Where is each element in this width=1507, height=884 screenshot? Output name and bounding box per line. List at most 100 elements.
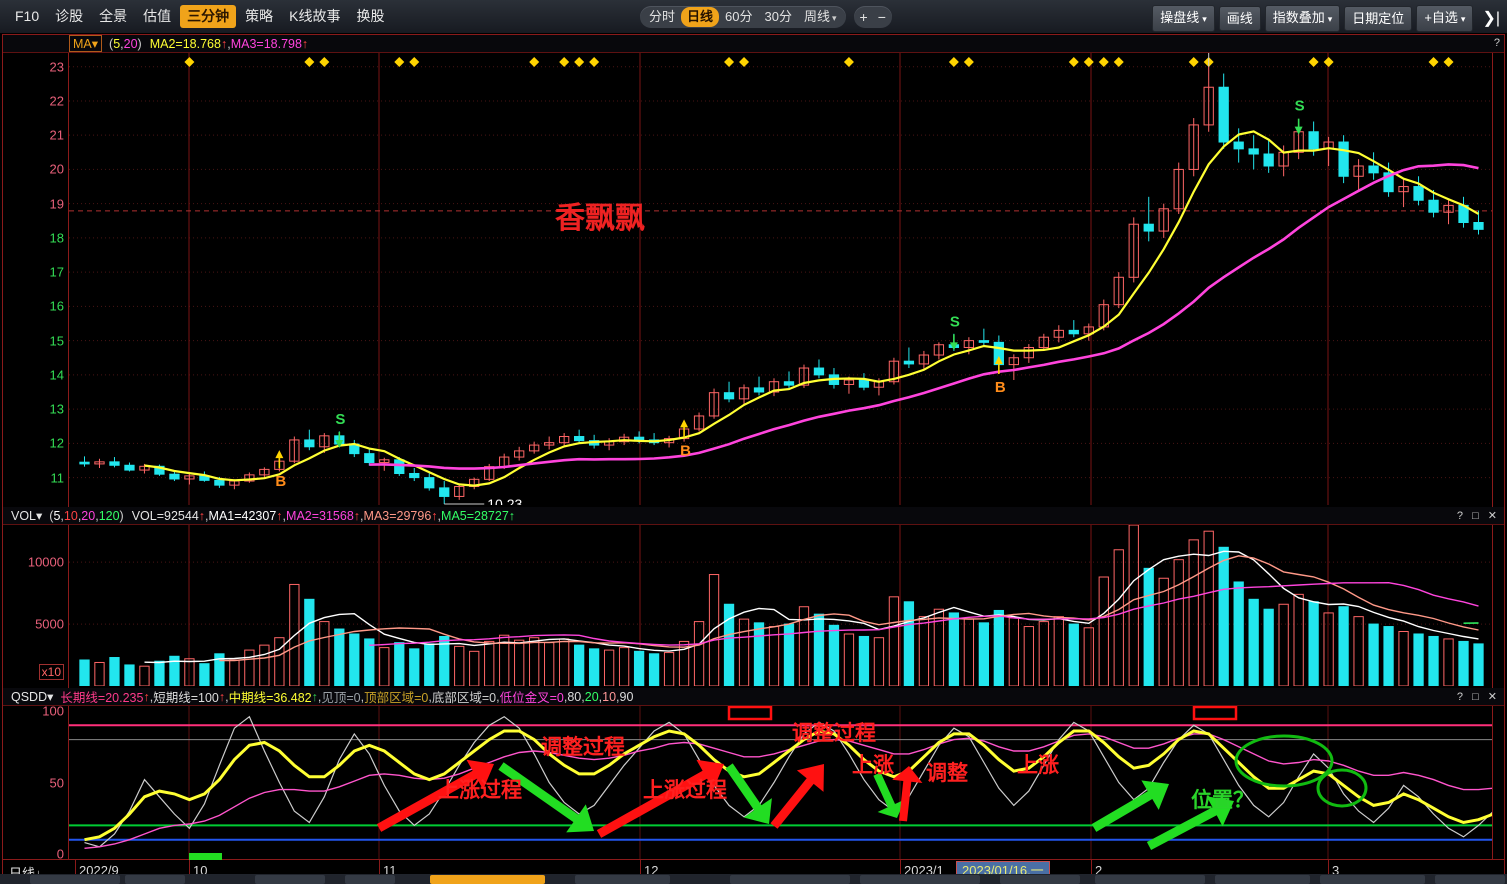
toolbar-item-2[interactable]: 全景 — [99, 8, 128, 24]
toolbar-right-item-3[interactable]: 日期定位 — [1344, 6, 1413, 31]
volume-y-axis: 10000 5000 x10 — [3, 525, 69, 688]
toolbar-right-label: 指数叠加 — [1272, 10, 1325, 25]
zoom-in-button[interactable]: + — [859, 9, 868, 25]
qsdd-indicator-label: QSDD — [11, 690, 48, 704]
toolbar-item-1[interactable]: 诊股 — [55, 8, 84, 24]
taskbar-item-12[interactable] — [1435, 875, 1505, 884]
vol-param-120: 120 — [98, 508, 120, 523]
period-pill-2[interactable]: 60分 — [719, 7, 758, 27]
taskbar-item-11[interactable] — [1320, 875, 1425, 884]
volume-panel: VOL▾ (5,10,20,120) VOL=92544 ↑, MA1=42307 ↑… — [3, 507, 1504, 688]
chevron-down-icon: ▾ — [36, 509, 43, 523]
period-pill-label: 60分 — [725, 9, 753, 24]
taskbar-item-10[interactable] — [1215, 875, 1310, 884]
qsdd-long-value: 长期线=20.235 — [60, 691, 144, 705]
toolbar-right-item-1[interactable]: 画线 — [1218, 6, 1261, 31]
svg-text:S: S — [1295, 98, 1305, 115]
period-pill-label: 日线 — [687, 9, 714, 24]
qsdd-short-value: 短期线=100 — [153, 691, 219, 705]
toolbar-item-6[interactable]: K线故事 — [289, 8, 341, 24]
vol-ma3-value: MA3=29796 — [363, 508, 432, 523]
date-gridline — [640, 860, 641, 882]
ma-param-20: 20 — [123, 36, 138, 51]
date-tick-5: 2 — [1095, 863, 1103, 878]
date-tick-6: 3 — [1332, 863, 1340, 878]
price-y-axis: 23 22 21 20 19 18 17 16 15 14 13 12 11 — [3, 53, 69, 507]
volume-y-axis-right — [1492, 525, 1504, 688]
qsdd-annotation-3: 调整过程 — [792, 722, 876, 745]
toolbar-right-item-0[interactable]: 操盘线 ▾ — [1152, 5, 1215, 32]
qsdd-y-axis: 100 50 0 — [3, 704, 69, 862]
vol-param-20: 20 — [81, 508, 96, 523]
qsdd-annotation-1: 调整过程 — [541, 736, 625, 759]
vol-param-10: 10 — [63, 508, 78, 523]
taskbar-item-0[interactable] — [30, 875, 120, 884]
toolbar-right-item-2[interactable]: 指数叠加 ▾ — [1264, 5, 1341, 32]
taskbar-item-7[interactable] — [860, 875, 980, 884]
vol-ma5-arrow-icon: ↑ — [508, 508, 516, 523]
vol-ma1-arrow-icon: ↑ — [276, 508, 283, 523]
toolbar-item-5[interactable]: 策略 — [245, 8, 274, 24]
toolbar-item-4[interactable]: 三分钟 — [180, 5, 237, 28]
qsdd-long-arrow-icon: ↑ — [143, 689, 150, 704]
os-taskbar[interactable] — [0, 874, 1507, 884]
volume-plot-area[interactable] — [69, 525, 1492, 688]
price-y-tick-17: 17 — [49, 264, 64, 280]
period-pill-label: 30分 — [764, 9, 792, 24]
stock-name-watermark: 香飘飘 — [555, 202, 645, 235]
toolbar-right-item-4[interactable]: +自选 ▾ — [1416, 5, 1474, 32]
volume-multiplier-label: x10 — [38, 664, 64, 680]
vol-indicator-selector[interactable]: VOL▾ — [11, 508, 42, 523]
qsdd-toparea-value: 顶部区域=0 — [364, 691, 429, 705]
taskbar-item-6[interactable] — [730, 875, 850, 884]
qsdd-indicator-selector[interactable]: QSDD▾ — [11, 689, 53, 704]
price-y-tick-12: 12 — [49, 435, 64, 451]
qsdd-annotation-5: 调整 — [926, 762, 968, 785]
toolbar-item-3[interactable]: 估值 — [143, 8, 172, 24]
taskbar-item-3[interactable] — [345, 875, 395, 884]
taskbar-item-5[interactable] — [575, 875, 670, 884]
taskbar-item-2[interactable] — [255, 875, 325, 884]
price-y-tick-22: 22 — [49, 93, 64, 109]
qsdd-bottomarea-value: 底部区域=0 — [431, 691, 497, 705]
toolbar-item-7[interactable]: 换股 — [356, 8, 385, 24]
taskbar-item-9[interactable] — [1095, 875, 1205, 884]
vol-indicator-label: VOL — [11, 509, 37, 523]
period-pill-1[interactable]: 日线 — [681, 7, 720, 27]
vol-ma1-value: MA1=42307 — [208, 508, 277, 523]
ma-param-5: 5 — [113, 36, 121, 51]
price-y-tick-18: 18 — [49, 230, 64, 246]
qsdd-plot-area[interactable] — [69, 706, 1492, 861]
svg-text:B: B — [995, 379, 1006, 396]
qsdd-panel-controls[interactable]: ? □ ✕ — [1456, 691, 1500, 703]
price-panel-help-icon[interactable]: ? — [1493, 37, 1500, 49]
period-pill-4[interactable]: 周线 ▾ — [798, 7, 843, 28]
qsdd-mid-arrow-icon: ↑ — [311, 689, 318, 704]
chevron-down-icon: ▾ — [1202, 14, 1207, 24]
price-y-tick-16: 16 — [49, 298, 64, 314]
period-pill-3[interactable]: 30分 — [759, 7, 798, 27]
svg-text:B: B — [275, 473, 286, 490]
ma-indicator-selector[interactable]: MA▾ — [69, 35, 103, 52]
toolbar-right-label: 画线 — [1226, 11, 1253, 26]
qsdd-const-90: 90 — [619, 689, 634, 704]
taskbar-item-4[interactable] — [430, 875, 545, 884]
zoom-out-button[interactable]: − — [877, 9, 886, 25]
taskbar-item-1[interactable] — [125, 875, 185, 884]
date-gridline — [379, 860, 380, 882]
vol-ma5-value: MA5=28727 — [441, 508, 509, 523]
chevron-down-icon: ▾ — [1327, 14, 1333, 24]
toolbar-item-0[interactable]: F10 — [15, 8, 40, 24]
taskbar-item-8[interactable] — [1000, 875, 1080, 884]
ma2-arrow-icon: ↑ — [220, 36, 228, 51]
period-selector: 分时 日线 60分 30分 周线 ▾ + − — [640, 6, 892, 28]
svg-text:S: S — [950, 313, 960, 330]
svg-text:S: S — [335, 411, 345, 428]
volume-panel-controls[interactable]: ? □ ✕ — [1456, 510, 1500, 522]
period-pill-0[interactable]: 分时 — [643, 7, 681, 27]
qsdd-annotation-2: 上涨过程 — [643, 779, 727, 802]
zoom-controls: + − — [853, 6, 892, 28]
collapse-panel-icon[interactable]: ❯| — [1482, 9, 1500, 27]
date-gridline — [75, 860, 76, 882]
